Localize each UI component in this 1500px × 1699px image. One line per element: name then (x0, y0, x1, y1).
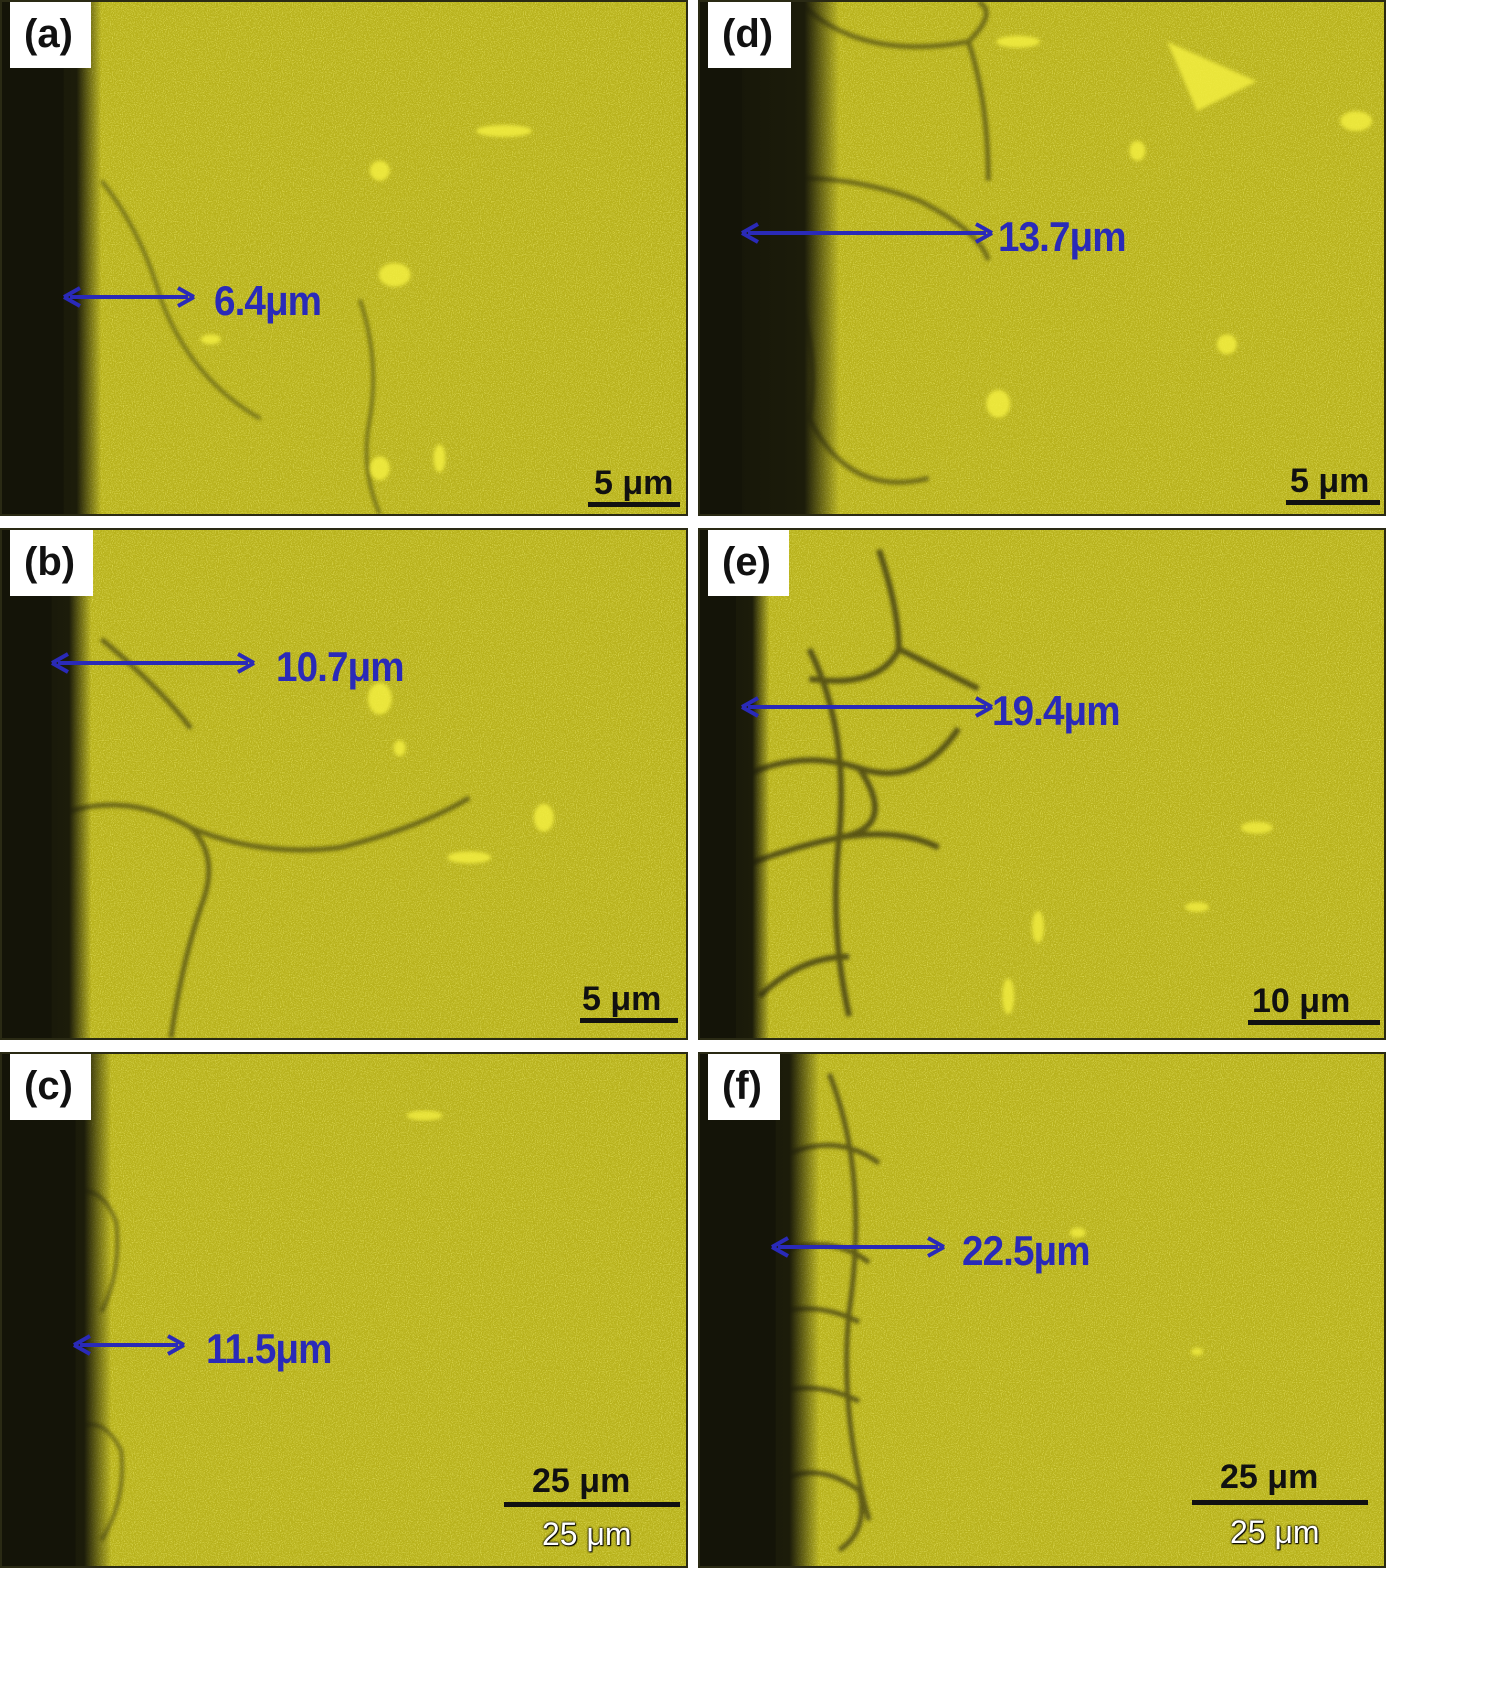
eds-map-a (2, 2, 686, 514)
scale-sublabel-c: 25 μm (542, 1516, 632, 1552)
measurement-label-f: 22.5μm (962, 1227, 1091, 1274)
scale-bar-e (1248, 1020, 1380, 1025)
measure-arrow-e (741, 696, 993, 718)
panel-label-c: (c) (10, 1054, 91, 1120)
scale-label-b: 5 μm (582, 980, 662, 1018)
eds-map-b (2, 530, 686, 1038)
measure-arrow-d (741, 222, 993, 244)
scale-label-a: 5 μm (594, 464, 674, 502)
panel-label-b: (b) (10, 530, 94, 596)
panel-label-a: (a) (10, 2, 91, 68)
panel-e: (e) 19.4μm 10 μm (698, 528, 1386, 1040)
measurement-label-d: 13.7μm (998, 213, 1127, 260)
scale-label-e: 10 μm (1252, 982, 1351, 1020)
scale-bar-b (580, 1018, 678, 1023)
panel-label-d: (d) (708, 2, 792, 68)
scale-sublabel-f: 25 μm (1230, 1514, 1320, 1550)
measure-arrow-a (63, 286, 195, 308)
scale-label-c: 25 μm (532, 1462, 631, 1500)
scale-label-f: 25 μm (1220, 1458, 1319, 1496)
measurement-label-e: 19.4μm (992, 687, 1121, 734)
scale-bar-d (1286, 500, 1380, 505)
eds-map-f (700, 1054, 1384, 1566)
eds-map-d (700, 2, 1384, 514)
measurement-label-b: 10.7μm (276, 643, 405, 690)
scale-bar-c (504, 1502, 680, 1507)
panel-c: (c) 11.5μm 25 μm 25 μm (0, 1052, 688, 1568)
scale-bar-f (1192, 1500, 1368, 1505)
panel-a: (a) 6.4μm 5 μm (0, 0, 688, 516)
measure-arrow-c (73, 1334, 185, 1356)
panel-b: (b) 10.7μm 5 μm (0, 528, 688, 1040)
scale-bar-a (588, 502, 680, 507)
eds-map-c (2, 1054, 686, 1566)
measure-arrow-f (771, 1236, 945, 1258)
panel-label-e: (e) (708, 530, 789, 596)
panel-d: (d) 13.7μm 5 μm (698, 0, 1386, 516)
measure-arrow-b (51, 652, 255, 674)
panel-label-f: (f) (708, 1054, 780, 1120)
measurement-label-c: 11.5μm (206, 1325, 332, 1372)
scale-label-d: 5 μm (1290, 462, 1370, 500)
panel-f: (f) 22.5μm 25 μm 25 μm (698, 1052, 1386, 1568)
measurement-label-a: 6.4μm (214, 277, 322, 324)
eds-map-e (700, 530, 1384, 1038)
